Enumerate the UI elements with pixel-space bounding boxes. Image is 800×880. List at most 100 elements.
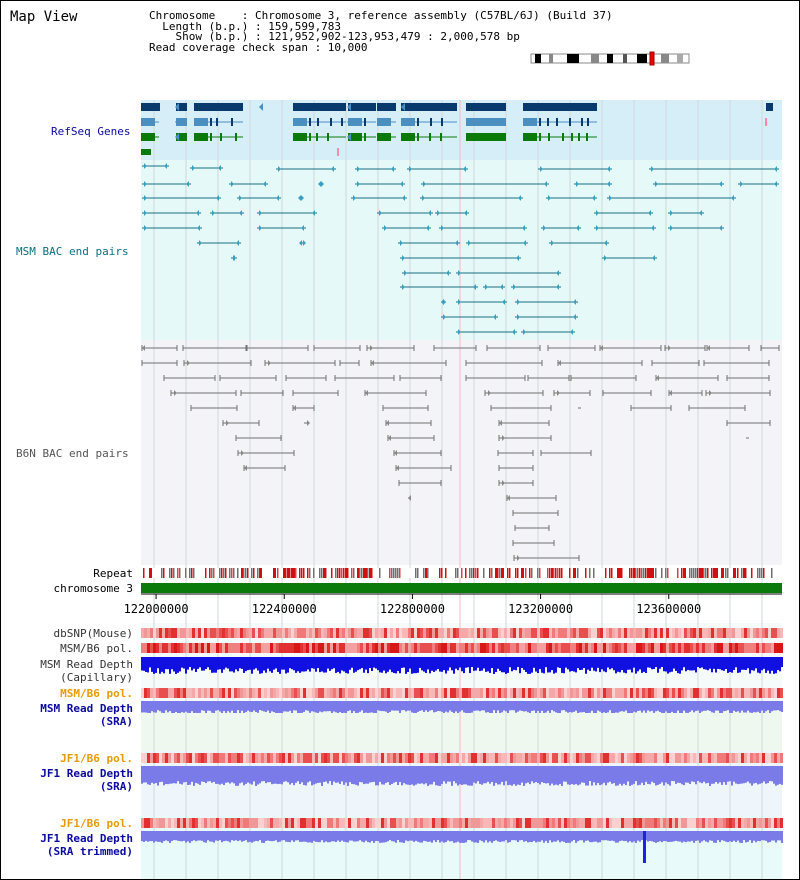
repeat-element xyxy=(475,568,477,578)
heat-cell xyxy=(465,753,468,763)
depth-bar xyxy=(683,766,685,786)
heat-cell xyxy=(546,818,549,828)
heat-cell xyxy=(729,688,732,698)
track-label-msm-b6-pol[interactable]: MSM/B6 pol. xyxy=(60,642,133,655)
depth-bar xyxy=(381,766,383,785)
depth-bar xyxy=(663,831,665,842)
track-label-msm-b6-pol-2[interactable]: MSM/B6 pol. xyxy=(60,687,133,700)
heat-cell xyxy=(723,753,726,763)
heat-cell xyxy=(378,643,381,653)
depth-bar xyxy=(689,766,691,784)
depth-bar xyxy=(615,657,617,674)
depth-bar xyxy=(191,831,193,842)
depth-bar xyxy=(189,766,191,785)
depth-bar xyxy=(703,657,705,670)
heat-cell xyxy=(372,818,375,828)
depth-bar xyxy=(741,766,743,784)
heat-cell xyxy=(171,818,174,828)
heat-cell xyxy=(297,753,300,763)
depth-bar xyxy=(463,657,465,674)
heat-cell xyxy=(690,753,693,763)
track-label-msm-depth-capillary[interactable]: MSM Read Depth xyxy=(40,658,133,671)
depth-bar xyxy=(381,701,383,712)
heat-cell xyxy=(549,628,552,638)
heat-cell xyxy=(246,753,249,763)
depth-bar xyxy=(463,701,465,713)
repeat-element xyxy=(531,568,533,578)
heat-cell xyxy=(309,688,312,698)
heat-cell xyxy=(429,753,432,763)
heat-cell xyxy=(219,818,222,828)
depth-bar xyxy=(647,831,649,842)
repeat-element xyxy=(251,568,253,578)
heat-cell xyxy=(360,753,363,763)
depth-bar xyxy=(451,766,453,786)
depth-bar xyxy=(223,766,225,786)
depth-bar xyxy=(535,657,537,672)
refseq-gene-exon xyxy=(547,118,549,126)
depth-bar xyxy=(683,701,685,711)
track-label-dbsnp[interactable]: dbSNP(Mouse) xyxy=(53,627,133,640)
track-label-jf1-depth[interactable]: JF1 Read Depth xyxy=(40,767,133,780)
heat-cell xyxy=(321,628,324,638)
heat-cell xyxy=(234,818,237,828)
heat-cell xyxy=(312,753,315,763)
depth-bar xyxy=(747,701,749,711)
repeat-element xyxy=(621,568,623,578)
track-label-repeat[interactable]: Repeat xyxy=(93,567,133,580)
track-label-b6n-bac[interactable]: B6N BAC end pairs xyxy=(16,447,129,460)
repeat-element xyxy=(441,568,443,578)
depth-bar xyxy=(145,701,147,713)
depth-bar xyxy=(401,766,403,786)
heat-cell xyxy=(147,753,150,763)
heat-cell xyxy=(402,753,405,763)
depth-bar xyxy=(643,701,645,711)
depth-bar xyxy=(307,657,309,670)
depth-bar xyxy=(345,831,347,843)
track-label-msm-depth-sra[interactable]: MSM Read Depth xyxy=(40,702,133,715)
heat-cell xyxy=(714,818,717,828)
heat-cell xyxy=(579,643,582,653)
depth-bar xyxy=(699,701,701,713)
msm-bac-end xyxy=(522,225,525,231)
msm-bac-end xyxy=(604,255,607,261)
depth-bar xyxy=(615,701,617,713)
heat-cell xyxy=(438,643,441,653)
heat-cell xyxy=(735,753,738,763)
heat-cell xyxy=(528,818,531,828)
refseq-gene-exon xyxy=(364,133,366,141)
track-label-jf1-b6-pol-2[interactable]: JF1/B6 pol. xyxy=(60,817,133,830)
track-label-msm-bac[interactable]: MSM BAC end pairs xyxy=(16,245,129,258)
depth-bar xyxy=(539,657,541,670)
depth-bar xyxy=(253,657,255,670)
msm-bac-end xyxy=(655,181,658,187)
heat-cell xyxy=(627,628,630,638)
track-label-jf1-depth-sub: (SRA) xyxy=(99,780,133,793)
depth-bar xyxy=(407,766,409,785)
heat-cell xyxy=(711,628,714,638)
depth-bar xyxy=(463,766,465,785)
map-view-title: Map View xyxy=(10,9,78,25)
depth-bar xyxy=(205,701,207,713)
depth-bar xyxy=(477,701,479,711)
repeat-element xyxy=(371,568,373,578)
heat-cell xyxy=(780,628,783,638)
depth-bar xyxy=(665,831,667,842)
heat-cell xyxy=(417,818,420,828)
repeat-element xyxy=(415,568,417,578)
msm-bac-end xyxy=(197,225,200,231)
depth-bar xyxy=(187,766,189,786)
track-label-jf1-b6-pol[interactable]: JF1/B6 pol. xyxy=(60,752,133,765)
depth-bar xyxy=(595,701,597,713)
track-label-jf1-depth-trimmed[interactable]: JF1 Read Depth xyxy=(40,832,133,845)
depth-bar xyxy=(421,701,423,711)
depth-bar xyxy=(261,701,263,711)
depth-bar xyxy=(541,831,543,841)
heat-cell xyxy=(690,818,693,828)
depth-bar xyxy=(245,831,247,841)
depth-bar xyxy=(359,766,361,783)
track-label-refseq-genes[interactable]: RefSeq Genes xyxy=(51,125,131,138)
depth-bar xyxy=(419,831,421,843)
depth-bar xyxy=(721,831,723,841)
heat-cell xyxy=(177,818,180,828)
